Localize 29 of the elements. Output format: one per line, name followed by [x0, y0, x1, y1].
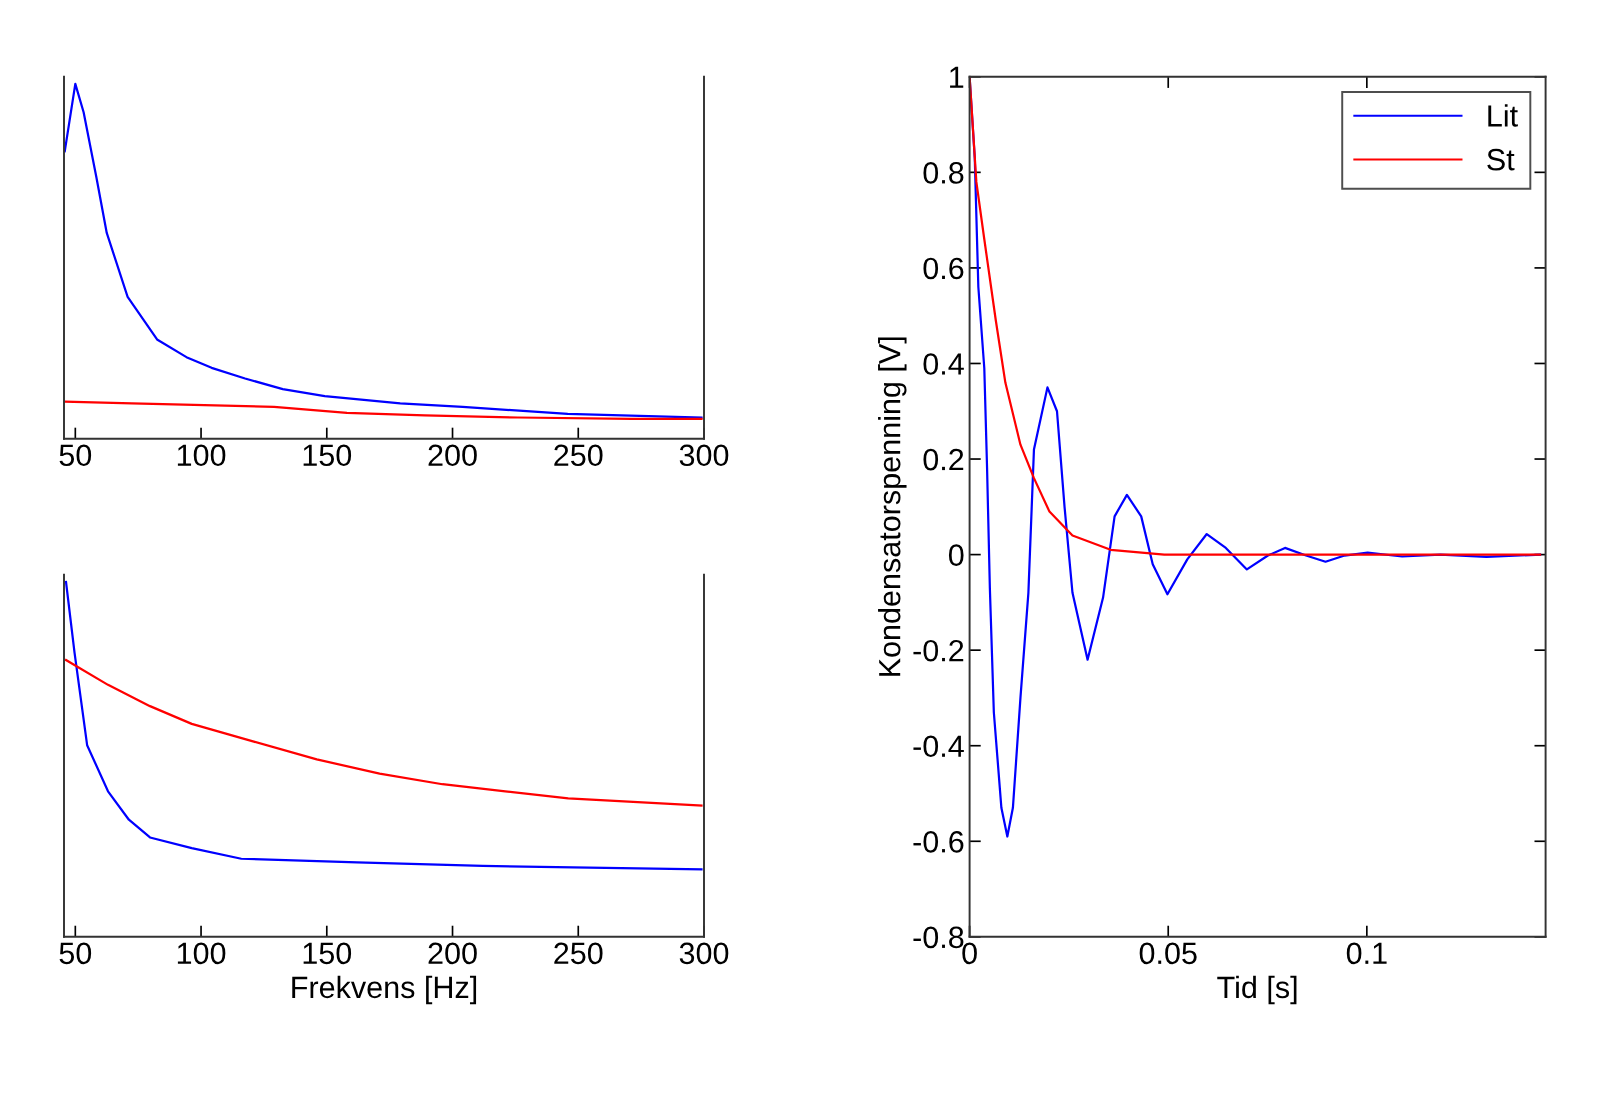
y-tick-label: 0.2	[923, 448, 964, 471]
legend-label: Lit	[1488, 104, 1518, 127]
x-tick-label: 250	[554, 444, 603, 467]
x-tick-label: 150	[303, 444, 352, 467]
x-tick-label: 200	[428, 942, 477, 965]
x-tick-label: 50	[59, 444, 92, 467]
x-tick-label: 100	[177, 444, 226, 467]
y-tick-label: 0.8	[923, 162, 964, 184]
x-axis-title: Tid [s]	[1217, 975, 1297, 1005]
y-tick-label: 0.6	[923, 257, 964, 280]
x-tick-label: 200	[428, 444, 477, 467]
x-tick-label: 150	[303, 942, 352, 965]
y-tick-label: -0.2	[913, 639, 964, 662]
x-tick-label: 0.1	[1346, 942, 1387, 965]
y-tick-label: -0.8	[913, 926, 964, 949]
y-axis-title: Kondensatorspenning [V]	[878, 337, 907, 676]
y-tick-label: -0.6	[913, 831, 964, 853]
legend-label: St	[1487, 148, 1515, 171]
x-tick-label: 300	[679, 444, 729, 467]
x-tick-label: 50	[59, 942, 92, 965]
y-tick-label: 0.4	[923, 353, 964, 375]
x-tick-label: 250	[554, 942, 603, 965]
x-tick-label: 300	[679, 942, 729, 965]
y-tick-label: 1	[950, 66, 964, 88]
x-tick-label: 100	[177, 942, 226, 965]
x-axis-title: Frekvens [Hz]	[292, 975, 477, 1005]
y-tick-label: -0.4	[913, 735, 964, 758]
y-tick-label: 0	[948, 544, 964, 566]
x-tick-label: 0.05	[1139, 942, 1197, 965]
